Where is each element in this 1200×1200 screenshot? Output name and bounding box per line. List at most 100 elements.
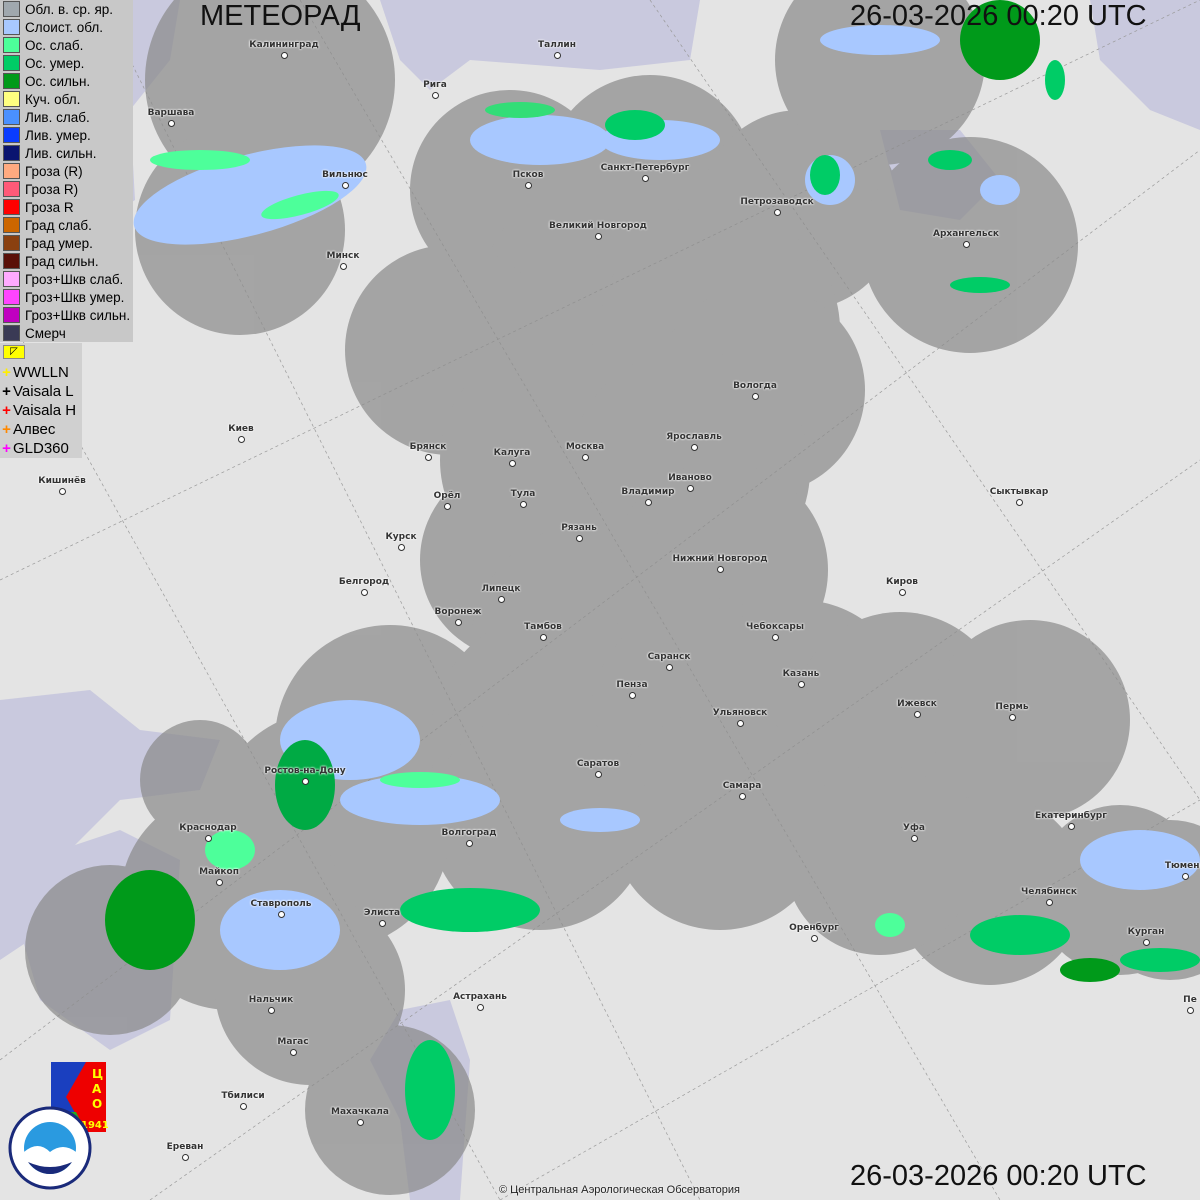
city-dot-icon bbox=[240, 1103, 247, 1110]
legend-swatch bbox=[3, 127, 20, 143]
lightning-cross-icon: + bbox=[2, 402, 11, 419]
city-label: Минск bbox=[326, 251, 360, 261]
legend-item: Град слаб. bbox=[0, 216, 133, 234]
city-dot-icon bbox=[342, 182, 349, 189]
city-dot-icon bbox=[687, 485, 694, 492]
city-dot-icon bbox=[361, 589, 368, 596]
city-label: Санкт-Петербург bbox=[600, 163, 690, 173]
lightning-item: + Vaisala H bbox=[0, 401, 82, 420]
city-label: Сыктывкар bbox=[989, 487, 1049, 497]
city-label: Пенза bbox=[616, 680, 648, 690]
city-dot-icon bbox=[379, 920, 386, 927]
city-label: Саратов bbox=[576, 759, 620, 769]
legend-item: Гроза (R) bbox=[0, 162, 133, 180]
city-label: Тбилиси bbox=[221, 1091, 265, 1101]
city-dot-icon bbox=[509, 460, 516, 467]
timestamp-bottom: 26-03-2026 00:20 UTC bbox=[850, 1160, 1147, 1192]
legend-swatch bbox=[3, 217, 20, 233]
city-dot-icon bbox=[444, 503, 451, 510]
precipitation-rain bbox=[105, 0, 1200, 1140]
city-dot-icon bbox=[1068, 823, 1075, 830]
city-label: Ростов-на-Дону bbox=[264, 766, 346, 776]
legend-label: Гроз+Шкв слаб. bbox=[25, 271, 124, 287]
city-label: Орёл bbox=[433, 491, 461, 501]
city-label: Волгоград bbox=[441, 828, 497, 838]
city-dot-icon bbox=[278, 911, 285, 918]
lightning-label: Vaisala L bbox=[13, 383, 74, 400]
legend-swatch bbox=[3, 289, 20, 305]
city-label: Таллин bbox=[538, 40, 576, 50]
legend-swatch bbox=[3, 271, 20, 287]
svg-text:1941: 1941 bbox=[81, 1120, 108, 1131]
legend-item: Лив. умер. bbox=[0, 126, 133, 144]
city-label: Брянск bbox=[409, 442, 447, 452]
legend-label: Гроза (R) bbox=[25, 163, 83, 179]
legend-swatch bbox=[3, 109, 20, 125]
city-dot-icon bbox=[1143, 939, 1150, 946]
city-label: Ереван bbox=[166, 1142, 204, 1152]
city-dot-icon bbox=[1187, 1007, 1194, 1014]
city-label: Великий Новгород bbox=[549, 221, 647, 231]
legend-item: Куч. обл. bbox=[0, 90, 133, 108]
city-label: Казань bbox=[782, 669, 820, 679]
legend-label: Обл. в. ср. яр. bbox=[25, 1, 114, 17]
lightning-label: Алвес bbox=[13, 421, 56, 438]
legend-item: Гроз+Шкв слаб. bbox=[0, 270, 133, 288]
city-dot-icon bbox=[737, 720, 744, 727]
city-label: Майкоп bbox=[199, 867, 239, 877]
city-label: Магас bbox=[277, 1037, 309, 1047]
legend-item: Лив. слаб. bbox=[0, 108, 133, 126]
city-dot-icon bbox=[629, 692, 636, 699]
lightning-item: + Алвес bbox=[0, 420, 82, 439]
legend-swatch bbox=[3, 55, 20, 71]
city-dot-icon bbox=[798, 681, 805, 688]
legend-label: Слоист. обл. bbox=[25, 19, 104, 35]
legend-item: Слоист. обл. bbox=[0, 18, 133, 36]
city-dot-icon bbox=[576, 535, 583, 542]
city-dot-icon bbox=[811, 935, 818, 942]
lightning-label: Vaisala H bbox=[13, 402, 77, 419]
city-dot-icon bbox=[455, 619, 462, 626]
city-dot-icon bbox=[645, 499, 652, 506]
city-dot-icon bbox=[216, 879, 223, 886]
city-label: Пе bbox=[1183, 995, 1197, 1005]
city-label: Тула bbox=[510, 489, 536, 499]
city-dot-icon bbox=[1182, 873, 1189, 880]
legend-swatch bbox=[3, 37, 20, 53]
city-label: Воронеж bbox=[434, 607, 482, 617]
city-label: Элиста bbox=[363, 908, 401, 918]
city-label: Москва bbox=[565, 442, 605, 452]
legend-label: Град умер. bbox=[25, 235, 93, 251]
city-label: Ижевск bbox=[897, 699, 937, 709]
legend-label: Ос. слаб. bbox=[25, 37, 84, 53]
city-dot-icon bbox=[432, 92, 439, 99]
city-dot-icon bbox=[59, 488, 66, 495]
roshydromet-logo bbox=[8, 1106, 92, 1190]
city-label: Кишинёв bbox=[38, 476, 86, 486]
legend-label: Смерч bbox=[25, 325, 66, 341]
city-label: Белгород bbox=[338, 577, 390, 587]
city-dot-icon bbox=[717, 566, 724, 573]
legend-item: Смерч bbox=[0, 324, 133, 342]
city-dot-icon bbox=[914, 711, 921, 718]
city-dot-icon bbox=[238, 436, 245, 443]
city-dot-icon bbox=[466, 840, 473, 847]
lightning-toggle-icon[interactable]: ◸ bbox=[3, 345, 25, 359]
legend-item: Гроза R bbox=[0, 198, 133, 216]
city-dot-icon bbox=[554, 52, 561, 59]
lightning-cross-icon: + bbox=[2, 364, 11, 381]
legend-label: Лив. слаб. bbox=[25, 109, 90, 125]
city-label: Ставрополь bbox=[250, 899, 312, 909]
city-dot-icon bbox=[899, 589, 906, 596]
legend-label: Лив. умер. bbox=[25, 127, 91, 143]
legend-swatch bbox=[3, 1, 20, 17]
legend-label: Град сильн. bbox=[25, 253, 99, 269]
app-title: МЕТЕОРАД bbox=[200, 0, 361, 32]
legend-swatch bbox=[3, 145, 20, 161]
city-label: Махачкала bbox=[331, 1107, 389, 1117]
legend-item: Ос. умер. bbox=[0, 54, 133, 72]
city-dot-icon bbox=[520, 501, 527, 508]
lightning-item: + Vaisala L bbox=[0, 382, 82, 401]
legend-swatch bbox=[3, 181, 20, 197]
city-label: Астрахань bbox=[453, 992, 507, 1002]
